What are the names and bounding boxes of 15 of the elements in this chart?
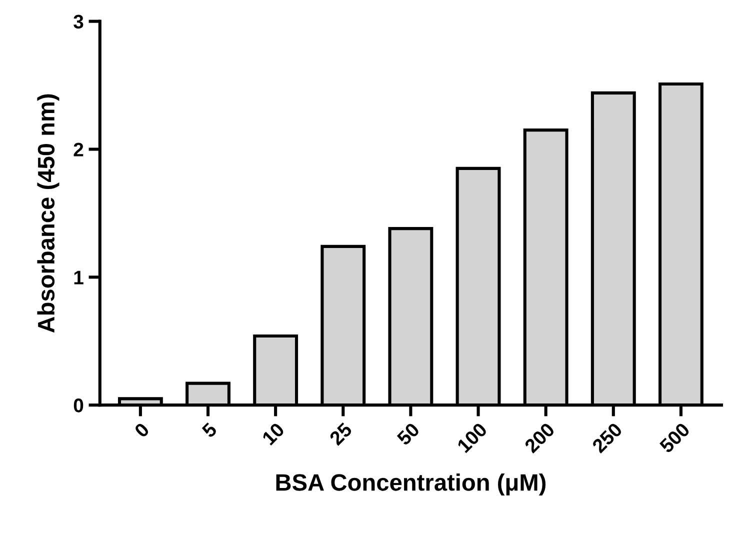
x-tick-label: 10 [262,422,286,446]
x-tick-label: 250 [591,422,623,454]
y-tick-label: 3 [74,14,84,29]
x-tick-label: 200 [524,422,556,454]
y-tick-label: 1 [74,270,84,284]
x-tick-label: 25 [328,422,353,446]
x-axis-title: BSA Concentration (μM) [276,473,546,496]
y-tick-label: 0 [74,398,84,412]
x-tick-label: 100 [456,422,488,454]
y-tick-label: 2 [74,142,84,156]
x-tick-label: 50 [396,422,420,446]
x-tick-label: 5 [201,422,218,438]
y-axis-title: Absorbance (450 nm) [37,94,60,333]
x-tick-label: 500 [658,422,690,454]
x-tick-label: 0 [134,422,150,438]
